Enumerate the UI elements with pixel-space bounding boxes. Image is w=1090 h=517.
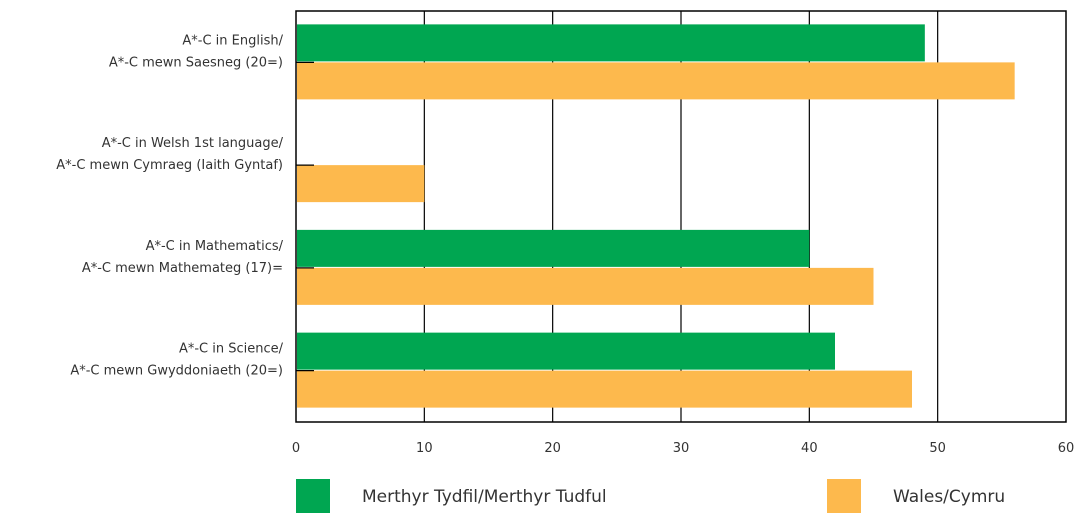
bar-merthyr-2: 40 — [297, 229, 810, 267]
category-label: A*-C in English/ — [182, 33, 283, 48]
category-label: A*-C mewn Cymraeg (Iaith Gyntaf) — [56, 158, 283, 173]
legend: Merthyr Tydfil/Merthyr Tudful Wales/Cymru — [296, 479, 1005, 513]
bar-wales-0: 56 — [297, 62, 1015, 100]
category-label: A*-C in Mathematics/ — [146, 239, 284, 254]
bar-wales-2: 45 — [297, 267, 874, 305]
bar-merthyr-3: 42 — [297, 332, 835, 370]
bar-wales-3: 48 — [297, 370, 912, 408]
legend-swatch-1 — [827, 479, 861, 513]
bar-wales-1: 10 — [297, 165, 425, 203]
legend-label-0: Merthyr Tydfil/Merthyr Tudful — [362, 487, 607, 507]
category-label: A*-C in Science/ — [179, 342, 284, 357]
bar-merthyr-0: 49 — [297, 24, 925, 62]
x-tick-label: 30 — [673, 441, 690, 456]
legend-label-1: Wales/Cymru — [893, 487, 1005, 507]
x-tick-label: 60 — [1058, 441, 1075, 456]
x-tick-label: 0 — [292, 441, 300, 456]
x-tick-label: 50 — [929, 441, 946, 456]
legend-swatch-0 — [296, 479, 330, 513]
bars: 4956 10 4045 4248 — [296, 24, 1015, 408]
category-label: A*-C mewn Saesneg (20=) — [109, 55, 283, 70]
category-label: A*-C in Welsh 1st language/ — [102, 136, 284, 151]
x-axis-ticks: 0 10 20 30 40 50 60 — [292, 441, 1074, 456]
x-tick-label: 10 — [416, 441, 433, 456]
category-labels: A*-C in English/A*-C mewn Saesneg (20=) A… — [56, 33, 283, 378]
category-label: A*-C mewn Gwyddoniaeth (20=) — [70, 364, 283, 379]
x-tick-label: 40 — [801, 441, 818, 456]
category-label: A*-C mewn Mathemateg (17)= — [82, 261, 283, 276]
x-tick-label: 20 — [544, 441, 561, 456]
plot-frame — [295, 10, 1067, 423]
